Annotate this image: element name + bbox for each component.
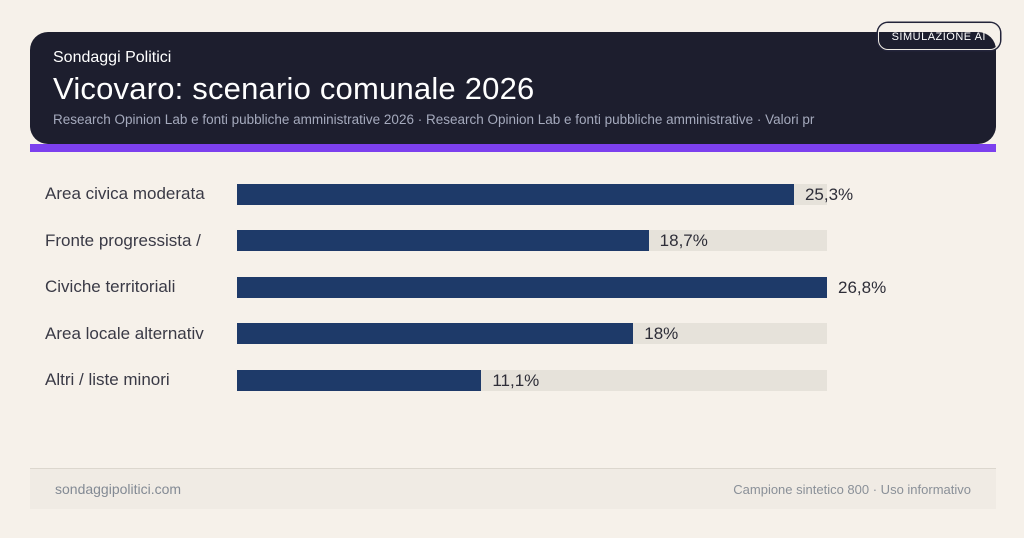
bar-track: 11,1%	[237, 369, 827, 391]
bar-fill	[237, 276, 827, 298]
bar-track: 26,8%	[237, 276, 886, 298]
bar-fill	[237, 369, 482, 391]
footer: sondaggipolitici.com Campione sintetico …	[30, 468, 996, 509]
value-label: 11,1%	[492, 370, 540, 390]
simulation-badge: SIMULAZIONE AI	[877, 23, 1000, 50]
bar-track: 18,7%	[237, 230, 827, 252]
chart-row: Altri / liste minori 11,1%	[0, 357, 1024, 404]
value-label: 18,7%	[659, 231, 708, 251]
bar-track: 25,3%	[237, 183, 853, 205]
chart-row: Area locale alternativ 18%	[0, 311, 1024, 358]
chart-row: Area civica moderata 25,3%	[0, 171, 1024, 218]
value-label: 18%	[644, 324, 679, 344]
category-label: Civiche territoriali	[45, 277, 176, 297]
chart-row: Civiche territoriali 26,8%	[0, 264, 1024, 311]
category-label: Area civica moderata	[45, 184, 205, 204]
bar-fill	[237, 183, 794, 205]
page-title: Vicovaro: scenario comunale 2026	[53, 71, 535, 106]
value-label: 26,8%	[838, 277, 887, 297]
footer-source: sondaggipolitici.com	[55, 481, 182, 497]
category-label: Altri / liste minori	[45, 370, 170, 390]
footer-note: Campione sintetico 800 · Uso informativo	[733, 481, 971, 497]
brand-label: Sondaggi Politici	[53, 49, 172, 66]
bar-fill	[237, 323, 634, 345]
chart-row: Fronte progressista / 18,7%	[0, 218, 1024, 265]
subtitle: Research Opinion Lab e fonti pubbliche a…	[53, 112, 815, 128]
value-label: 25,3%	[804, 184, 854, 204]
header-card: Sondaggi Politici Vicovaro: scenario com…	[30, 32, 996, 144]
chart-rows: Area civica moderata 25,3% Fronte progre…	[0, 171, 1024, 404]
bar-fill	[237, 230, 649, 252]
category-label: Fronte progressista /	[45, 230, 201, 250]
category-label: Area locale alternativ	[45, 323, 204, 343]
bar-track: 18%	[237, 323, 827, 345]
accent-divider	[30, 144, 996, 152]
